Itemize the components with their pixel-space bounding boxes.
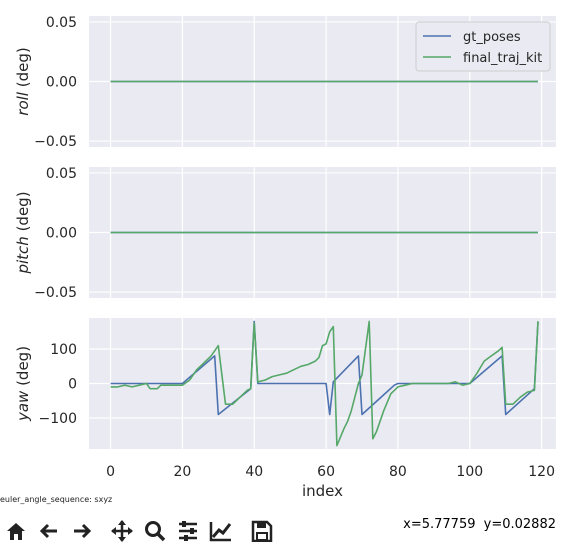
magnifier-icon [145,521,166,542]
footnote: euler_angle_sequence: sxyz [0,495,113,504]
navigation-toolbar [0,514,572,543]
x-tick-label: 40 [245,464,263,480]
x-coordinate-readout: x=5.77759 [403,517,476,532]
figure: −0.05 0.00 0.05 roll (deg) gt_poses final_tra… [14,15,556,500]
x-tick-label: 100 [456,464,483,480]
chart-edit-icon [209,522,232,542]
legend-label: gt_poses [463,30,521,45]
legend: gt_poses final_traj_kit [415,21,551,72]
home-button[interactable] [4,520,30,542]
x-axis-label: index [302,482,343,500]
y-tick-label: 0.05 [46,166,77,182]
y-axis-label: roll (deg) [14,47,32,115]
subplot-3: −100 0 100 0 20 40 60 80 100 120 yaw (deg) index [14,318,556,500]
configure-subplots-button[interactable] [176,520,202,542]
x-tick-label: 20 [173,464,191,480]
move-icon [111,520,133,542]
y-tick-label: −0.05 [34,285,77,301]
y-axis-label: pitch (deg) [14,191,32,274]
sliders-icon [179,521,197,541]
arrow-right-icon [74,523,92,539]
legend-box [415,21,551,72]
x-tick-label: 80 [389,464,407,480]
subplot-1: −0.05 0.00 0.05 roll (deg) gt_poses final_tra… [14,15,556,150]
x-tick-label: 60 [317,464,335,480]
y-axis-label: yaw (deg) [14,346,32,422]
save-button[interactable] [250,520,276,543]
y-coordinate-readout: y=0.02882 [483,517,556,532]
y-tick-label: 100 [50,342,77,358]
series-line-final_traj_kit [110,320,539,447]
pan-button[interactable] [110,520,136,542]
x-tick-label: 0 [106,464,115,480]
home-icon [7,523,25,540]
y-tick-label: 0 [68,377,77,393]
x-tick-label: 120 [528,464,555,480]
cursor-coordinates: x=5.77759 y=0.02882 [399,517,556,532]
floppy-disk-icon [251,520,273,543]
arrow-left-icon [39,523,57,539]
y-tick-label: 0.05 [46,15,77,31]
y-tick-label: −0.05 [34,134,77,150]
y-tick-label: −100 [39,411,77,427]
legend-label: final_traj_kit [463,51,542,66]
back-button[interactable] [37,520,63,542]
y-tick-label: 0.00 [46,75,77,91]
y-tick-label: 0.00 [46,226,77,242]
zoom-button[interactable] [143,520,169,542]
forward-button[interactable] [70,520,96,542]
subplot-2: −0.05 0.00 0.05 pitch (deg) [14,166,556,301]
edit-axis-button[interactable] [209,520,235,542]
